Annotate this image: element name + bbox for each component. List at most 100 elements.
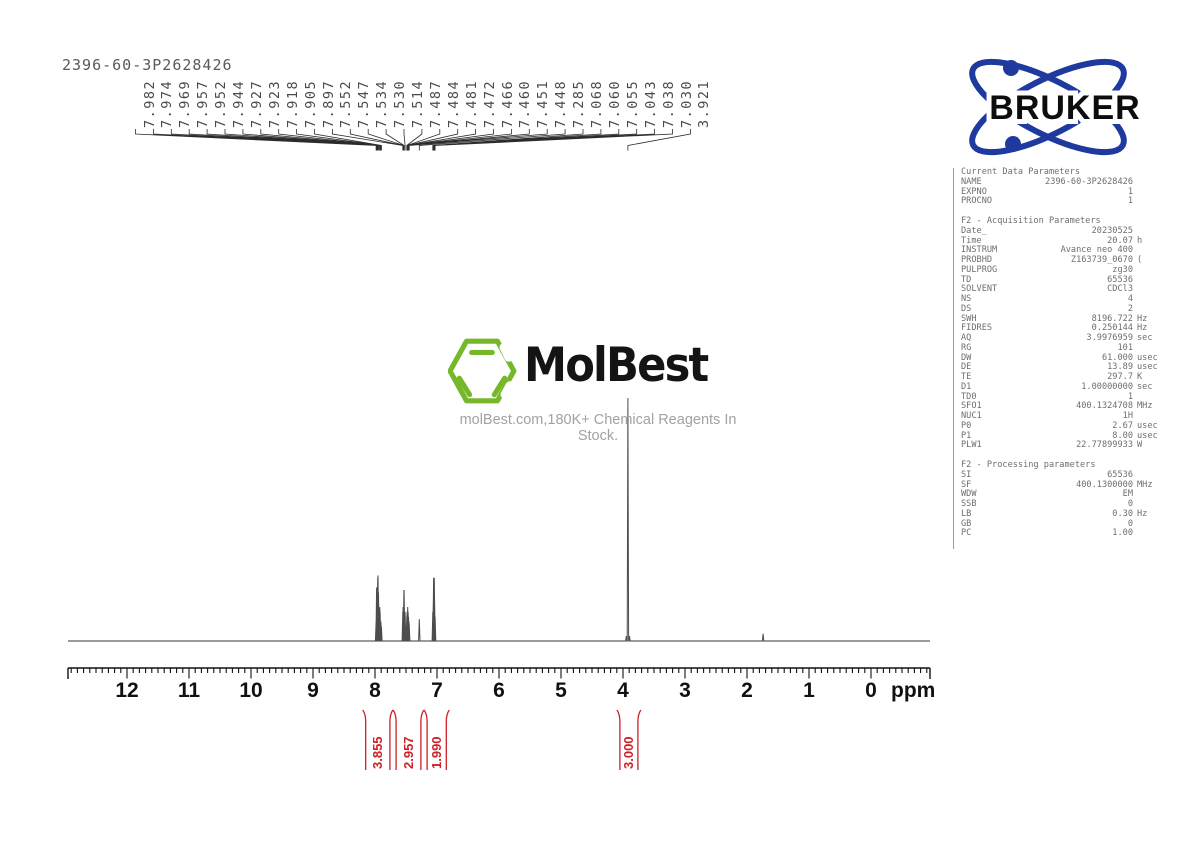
param-section: Current Data Parameters NAME 2396-60-3P262… [961, 167, 1167, 207]
param-name: P1 [961, 430, 972, 441]
param-name: TE [961, 372, 972, 382]
atom-dot-top [1003, 60, 1019, 76]
param-value: 20.07 [1107, 235, 1133, 246]
param-value: 400.1300000 [1076, 479, 1133, 490]
param-value: 2 [1127, 303, 1133, 314]
x-axis-tick-label: 2 [741, 679, 753, 702]
param-row: TE 297.7 K [961, 372, 1167, 383]
param-value: 2396-60-3P2628426 [1045, 176, 1133, 187]
atom-dot-bottom [1005, 136, 1021, 152]
param-row: TD0 1 [961, 391, 1167, 403]
bruker-wordmark: BRUKER [989, 89, 1140, 127]
x-axis-tick-label: 9 [307, 679, 319, 702]
param-name: SOLVENT [961, 284, 998, 295]
param-row: D1 1.00000000 sec [961, 381, 1167, 393]
x-axis-tick-label: 1 [803, 679, 815, 702]
param-row: WDW EM [961, 489, 1167, 500]
param-unit [1133, 490, 1167, 500]
x-axis-tick-label: 5 [555, 679, 567, 702]
param-name: SF [961, 479, 972, 490]
param-name: D1 [961, 381, 972, 392]
param-row: AQ 3.9976959 sec [961, 333, 1167, 344]
param-name: AQ [961, 333, 972, 343]
param-unit [1133, 266, 1167, 276]
param-row: P1 8.00 usec [961, 430, 1167, 442]
param-value: 65536 [1107, 469, 1133, 480]
integral-value: 2.957 [400, 736, 416, 769]
param-row: PULPROG zg30 [961, 264, 1167, 276]
param-row: PC 1.00 [961, 528, 1167, 539]
param-row: SSB 0 [961, 499, 1167, 510]
integral-brackets [362, 709, 642, 770]
param-value: 101 [1117, 342, 1133, 353]
parameters-panel: Current Data Parameters NAME 2396-60-3P262… [953, 167, 1167, 549]
param-value: CDCl3 [1107, 284, 1133, 295]
param-value: 2.67 [1112, 420, 1133, 431]
molbest-wordmark: MolBest [524, 338, 709, 393]
param-row: RG 101 [961, 342, 1167, 354]
param-row: SWH 8196.722 Hz [961, 313, 1167, 325]
param-value: 1H [1122, 411, 1133, 421]
bruker-logo: BRUKER [945, 52, 1185, 164]
param-value: Avance neo 400 [1060, 245, 1133, 256]
param-value: 20230525 [1091, 225, 1133, 236]
x-axis-tick-label: 12 [115, 679, 139, 702]
param-section: F2 - Processing parameters SI 65536 SF 400.1… [961, 460, 1167, 539]
param-name: EXPNO [961, 186, 987, 197]
param-section-header: Current Data Parameters [961, 167, 1080, 177]
param-section-header: F2 - Processing parameters [961, 460, 1096, 470]
param-name: NUC1 [961, 411, 982, 421]
param-name: DE [961, 362, 972, 373]
param-name: PC [961, 528, 972, 539]
integral-value: 3.855 [370, 736, 386, 769]
param-unit [1133, 520, 1167, 530]
param-value: EM [1122, 489, 1133, 500]
param-name: SI [961, 469, 972, 480]
x-axis-tick-label: 7 [431, 679, 443, 702]
param-value: 0 [1127, 518, 1133, 529]
param-unit: W [1137, 440, 1143, 451]
param-value: Z163739_0670 [1070, 255, 1133, 265]
param-unit: usec [1137, 430, 1158, 441]
molbest-logo: MolBest molBest.com,180K+ Chemical Reage… [447, 336, 748, 444]
x-axis-tick-label: 8 [369, 679, 381, 702]
param-row: SOLVENT CDCl3 [961, 284, 1167, 295]
x-axis-tick-label: 0 [865, 679, 877, 702]
param-name: PULPROG [961, 264, 998, 275]
param-name: Date_ [961, 225, 987, 236]
param-row: FIDRES 0.250144 Hz [961, 323, 1167, 334]
param-unit [1133, 529, 1167, 539]
param-value: 1 [1127, 196, 1133, 207]
molbest-tagline: molBest.com,180K+ Chemical Reagents In S… [459, 412, 737, 444]
param-value: 400.1324708 [1076, 401, 1133, 412]
param-row: GB 0 [961, 518, 1167, 530]
param-value: 8196.722 [1091, 313, 1133, 324]
param-row: NAME 2396-60-3P2628426 [961, 176, 1167, 188]
param-unit: usec [1137, 352, 1158, 363]
param-unit: Hz [1137, 313, 1148, 324]
param-value: 3.9976959 [1086, 333, 1133, 343]
param-row: DW 61.000 usec [961, 352, 1167, 364]
param-unit: sec [1137, 381, 1153, 392]
param-value: 61.000 [1101, 352, 1133, 363]
peak-label-connectors [135, 129, 691, 151]
param-value: 8.00 [1112, 430, 1133, 441]
benzene-hexagon-icon [447, 338, 517, 404]
param-row: NUC1 1H [961, 411, 1167, 422]
param-row: SI 65536 [961, 469, 1167, 481]
param-row: P0 2.67 usec [961, 420, 1167, 432]
param-row: DE 13.89 usec [961, 362, 1167, 373]
param-name: TD0 [961, 391, 977, 402]
param-value: 1 [1127, 391, 1133, 402]
param-name: PROBHD [961, 255, 993, 265]
sample-title: 2396-60-3P2628426 [62, 56, 233, 74]
param-name: LB [961, 508, 972, 519]
param-name: RG [961, 342, 972, 353]
param-unit [1133, 197, 1167, 207]
param-row: Time 20.07 h [961, 235, 1167, 247]
x-axis-tick-label: 3 [679, 679, 691, 702]
param-name: SFO1 [961, 401, 982, 412]
param-section-header: F2 - Acquisition Parameters [961, 216, 1101, 226]
param-name: PROCNO [961, 196, 993, 207]
integral-value: 1.990 [429, 736, 445, 769]
